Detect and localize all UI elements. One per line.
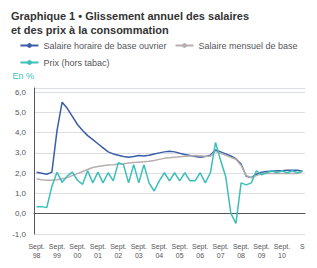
svg-text:Sept.: Sept. bbox=[49, 243, 65, 251]
svg-text:5,0: 5,0 bbox=[15, 108, 27, 117]
svg-text:04: 04 bbox=[155, 252, 163, 259]
svg-text:Sept.: Sept. bbox=[212, 243, 228, 251]
svg-text:06: 06 bbox=[196, 252, 204, 259]
svg-text:10: 10 bbox=[278, 252, 286, 259]
svg-text:1,0: 1,0 bbox=[15, 189, 27, 198]
svg-text:3,0: 3,0 bbox=[15, 148, 27, 157]
svg-text:02: 02 bbox=[114, 252, 122, 259]
svg-text:Salaire mensuel de base: Salaire mensuel de base bbox=[199, 41, 298, 51]
svg-text:99: 99 bbox=[53, 252, 61, 259]
svg-text:00: 00 bbox=[74, 252, 82, 259]
svg-text:03: 03 bbox=[135, 252, 143, 259]
svg-text:Sept.: Sept. bbox=[253, 243, 269, 251]
svg-text:08: 08 bbox=[237, 252, 245, 259]
svg-text:Salaire horaire de base ouvrie: Salaire horaire de base ouvrier bbox=[43, 41, 166, 51]
svg-text:et des prix à la consommation: et des prix à la consommation bbox=[11, 24, 169, 36]
svg-text:4,0: 4,0 bbox=[15, 128, 27, 137]
svg-text:98: 98 bbox=[33, 252, 41, 259]
svg-text:09: 09 bbox=[258, 252, 266, 259]
svg-text:01: 01 bbox=[94, 252, 102, 259]
svg-text:6,0: 6,0 bbox=[15, 88, 27, 97]
svg-text:Sept.: Sept. bbox=[151, 243, 167, 251]
svg-text:Prix (hors tabac): Prix (hors tabac) bbox=[43, 58, 109, 68]
svg-text:Graphique 1 • Glissement annue: Graphique 1 • Glissement annuel des sala… bbox=[11, 10, 249, 22]
svg-text:Sept.: Sept. bbox=[131, 243, 147, 251]
svg-text:05: 05 bbox=[176, 252, 184, 259]
svg-text:-1,0: -1,0 bbox=[12, 230, 26, 239]
svg-text:Sept.: Sept. bbox=[233, 243, 249, 251]
svg-text:Sept.: Sept. bbox=[172, 243, 188, 251]
svg-text:Sept.: Sept. bbox=[110, 243, 126, 251]
svg-text:Sept.: Sept. bbox=[192, 243, 208, 251]
svg-text:2,0: 2,0 bbox=[15, 169, 27, 178]
svg-text:S: S bbox=[300, 243, 305, 250]
svg-text:En %: En % bbox=[12, 71, 34, 81]
svg-text:Sept.: Sept. bbox=[90, 243, 106, 251]
svg-text:07: 07 bbox=[217, 252, 225, 259]
svg-text:0,0: 0,0 bbox=[15, 209, 27, 218]
svg-text:Sept.: Sept. bbox=[28, 243, 44, 251]
svg-text:Sept.: Sept. bbox=[69, 243, 85, 251]
svg-text:Sept.: Sept. bbox=[274, 243, 290, 251]
